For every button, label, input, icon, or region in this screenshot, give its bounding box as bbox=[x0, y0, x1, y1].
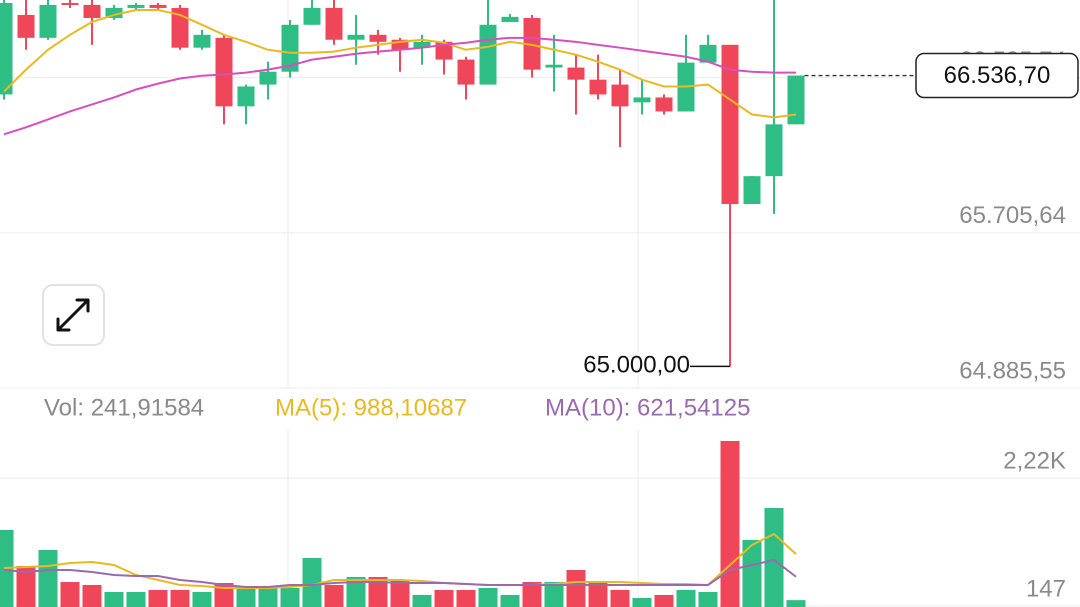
expand-button[interactable] bbox=[42, 284, 105, 346]
volume-bar bbox=[456, 589, 476, 607]
last-price-box bbox=[915, 52, 1079, 99]
volume-bar bbox=[786, 600, 806, 607]
y-tick-label: 2,22K bbox=[1003, 447, 1066, 474]
candle-body bbox=[281, 24, 299, 72]
candle-body bbox=[215, 37, 233, 107]
volume-bar bbox=[654, 594, 674, 607]
volume-bar bbox=[632, 597, 652, 607]
volume-bar bbox=[610, 589, 630, 607]
volume-bar bbox=[126, 592, 146, 607]
volume-bar bbox=[214, 583, 234, 607]
volume-bar bbox=[302, 558, 322, 607]
volume-bar bbox=[544, 582, 564, 607]
candle-body bbox=[17, 14, 35, 38]
volume-bar bbox=[346, 577, 366, 607]
candle-body bbox=[325, 7, 343, 40]
candle-body bbox=[259, 71, 277, 85]
volume-bar bbox=[500, 594, 520, 607]
volume-bar bbox=[764, 507, 784, 607]
candle-body bbox=[787, 75, 805, 125]
candle-body bbox=[61, 3, 79, 6]
candle-body bbox=[105, 7, 123, 18]
low-label: 65.000,00 bbox=[583, 352, 690, 379]
last-price-label: 66.536,70 bbox=[944, 62, 1051, 89]
candle-body bbox=[721, 44, 739, 204]
volume-legend: MA(5): 988,10687 bbox=[275, 394, 467, 421]
volume-bar bbox=[390, 579, 410, 607]
candle-body bbox=[0, 3, 13, 95]
volume-bar bbox=[104, 592, 124, 607]
volume-legend: MA(10): 621,54125 bbox=[545, 394, 750, 421]
candle-body bbox=[347, 34, 365, 40]
volume-bar bbox=[698, 592, 718, 607]
candle-body bbox=[303, 7, 321, 25]
candle-body bbox=[545, 64, 563, 68]
volume-bar bbox=[412, 594, 432, 607]
candle-body bbox=[479, 24, 497, 85]
volume-legend: Vol: 241,91584 bbox=[44, 394, 204, 421]
volume-bar bbox=[192, 592, 212, 607]
candle-body bbox=[567, 67, 585, 80]
candle-body bbox=[457, 59, 475, 85]
volume-bar bbox=[170, 589, 190, 607]
expand-icon bbox=[56, 298, 90, 332]
candle-body bbox=[699, 44, 717, 63]
volume-bar bbox=[258, 587, 278, 607]
volume-bar bbox=[434, 589, 454, 607]
candle-body bbox=[83, 4, 101, 18]
candle-body bbox=[589, 79, 607, 95]
y-tick-label: 64.885,55 bbox=[959, 357, 1066, 384]
ma-line bbox=[3, 558, 797, 589]
candle-body bbox=[633, 97, 651, 103]
volume-bar bbox=[236, 587, 256, 607]
candle-body bbox=[39, 4, 57, 38]
candle-body bbox=[127, 4, 145, 8]
volume-bar bbox=[60, 582, 80, 607]
candle-body bbox=[501, 16, 519, 22]
candle-body bbox=[655, 97, 673, 112]
volume-bar bbox=[566, 569, 586, 607]
candle-body bbox=[193, 34, 211, 48]
volume-bar bbox=[16, 565, 36, 607]
volume-bar bbox=[324, 584, 344, 607]
volume-bar bbox=[82, 584, 102, 607]
volume-bar bbox=[478, 587, 498, 607]
volume-bar bbox=[280, 587, 300, 607]
candle-body bbox=[523, 17, 541, 70]
volume-bar bbox=[588, 583, 608, 607]
volume-bar bbox=[676, 589, 696, 607]
candle-body bbox=[611, 84, 629, 107]
candle-body bbox=[237, 86, 255, 107]
volume-bar bbox=[148, 589, 168, 607]
volume-bar bbox=[720, 440, 740, 607]
candle-body bbox=[743, 176, 761, 204]
volume-bar bbox=[742, 540, 762, 607]
y-tick-label: 147 bbox=[1026, 575, 1066, 602]
candle-body bbox=[765, 124, 783, 177]
volume-bar bbox=[368, 577, 388, 607]
ma-line bbox=[3, 36, 796, 136]
volume-bar bbox=[38, 549, 58, 607]
ma-line bbox=[3, 9, 797, 119]
candle-body bbox=[413, 41, 431, 48]
y-tick-label: 65.705,64 bbox=[959, 202, 1066, 229]
candle-body bbox=[149, 4, 167, 8]
candle-body bbox=[369, 34, 387, 42]
candle-body bbox=[391, 39, 409, 50]
ma-line bbox=[3, 532, 797, 589]
volume-bar bbox=[522, 582, 542, 607]
